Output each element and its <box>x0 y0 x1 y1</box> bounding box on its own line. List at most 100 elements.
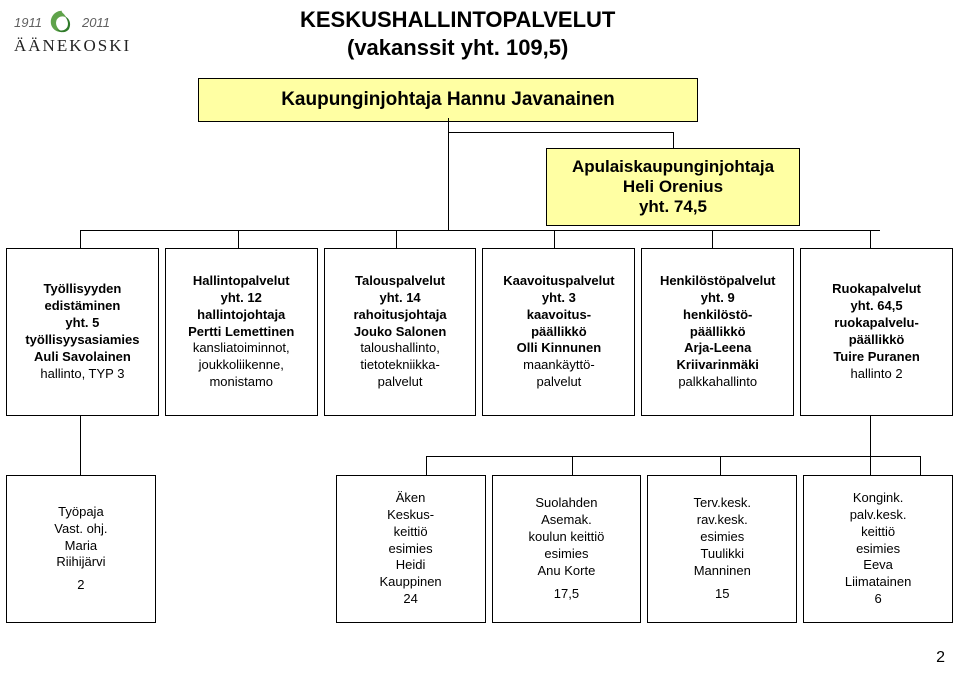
t: monistamo <box>170 374 313 391</box>
connector <box>920 456 921 475</box>
t: Henkilöstöpalvelut <box>660 273 776 288</box>
t: hallinto, TYP 3 <box>11 366 154 383</box>
connector <box>80 230 81 248</box>
department-row: Työllisyyden edistäminen yht. 5 työllisy… <box>6 248 953 416</box>
t: Liimatainen <box>808 574 948 591</box>
t: edistäminen <box>44 298 120 313</box>
year-right: 2011 <box>82 15 110 30</box>
mayor-text: Kaupunginjohtaja Hannu Javanainen <box>281 89 615 110</box>
t: 2 <box>11 577 151 594</box>
dept-finance: Talouspalvelut yht. 14 rahoitusjohtaja J… <box>324 248 477 416</box>
logo-block: 1911 2011 ÄÄNEKOSKI <box>14 8 154 56</box>
dept-employment: Työllisyyden edistäminen yht. 5 työllisy… <box>6 248 159 416</box>
t: Äken <box>341 490 481 507</box>
t: yht. 3 <box>542 290 576 305</box>
t: Pertti Lemettinen <box>188 324 294 339</box>
t: työllisyysasiamies <box>25 332 139 347</box>
dept-planning: Kaavoituspalvelut yht. 3 kaavoitus- pääl… <box>482 248 635 416</box>
t: Riihijärvi <box>11 554 151 571</box>
connector <box>870 456 871 475</box>
connector <box>572 456 573 475</box>
connector <box>448 132 673 133</box>
t: Auli Savolainen <box>34 349 131 364</box>
t: päällikkö <box>531 324 587 339</box>
t: Tuire Puranen <box>833 349 919 364</box>
t: esimies <box>341 541 481 558</box>
t: Keskus- <box>341 507 481 524</box>
dept-admin: Hallintopalvelut yht. 12 hallintojohtaja… <box>165 248 318 416</box>
t: Työllisyyden <box>44 281 122 296</box>
t: yht. 9 <box>701 290 735 305</box>
swirl-icon <box>48 8 76 36</box>
t: keittiö <box>808 524 948 541</box>
t: taloushallinto, <box>329 340 472 357</box>
t: rav.kesk. <box>652 512 792 529</box>
t: Kriivarinmäki <box>677 357 759 372</box>
logo-years: 1911 2011 <box>14 8 154 36</box>
connector <box>870 230 871 248</box>
t: Maria <box>11 538 151 555</box>
t: Eeva <box>808 557 948 574</box>
t: kansliatoiminnot, <box>170 340 313 357</box>
deputy-line2: Heli Orenius <box>551 177 795 197</box>
unit-konginkangas: Kongink. palv.kesk. keittiö esimies Eeva… <box>803 475 953 623</box>
t: henkilöstö- <box>683 307 752 322</box>
dept-hr: Henkilöstöpalvelut yht. 9 henkilöstö- pä… <box>641 248 794 416</box>
connector <box>673 132 674 148</box>
t: esimies <box>808 541 948 558</box>
t: Vast. ohj. <box>11 521 151 538</box>
connector <box>80 456 81 475</box>
t: Asemak. <box>497 512 637 529</box>
t: Arja-Leena <box>684 340 751 355</box>
t: hallintojohtaja <box>197 307 285 322</box>
unit-health-center: Terv.kesk. rav.kesk. esimies Tuulikki Ma… <box>647 475 797 623</box>
connector <box>554 230 555 248</box>
unit-central-kitchen: Äken Keskus- keittiö esimies Heidi Kaupp… <box>336 475 486 623</box>
mayor-box: Kaupunginjohtaja Hannu Javanainen <box>198 78 698 122</box>
t: tietotekniikka- <box>329 357 472 374</box>
t: Tuulikki <box>652 546 792 563</box>
subunit-row: Työpaja Vast. ohj. Maria Riihijärvi 2 Äk… <box>6 475 953 623</box>
t: yht. 14 <box>379 290 420 305</box>
t: rahoitusjohtaja <box>353 307 446 322</box>
t: maankäyttö- <box>487 357 630 374</box>
t: Talouspalvelut <box>355 273 445 288</box>
t: Ruokapalvelut <box>832 281 921 296</box>
connector <box>80 230 880 231</box>
t: päällikkö <box>849 332 905 347</box>
connector <box>80 416 81 456</box>
row2-spacer <box>162 475 330 623</box>
t: Manninen <box>652 563 792 580</box>
t: Anu Korte <box>497 563 637 580</box>
t: 6 <box>808 591 948 608</box>
t: yht. 12 <box>221 290 262 305</box>
t: ruokapalvelu- <box>834 315 919 330</box>
t: 24 <box>341 591 481 608</box>
t: palkkahallinto <box>646 374 789 391</box>
t: päällikkö <box>690 324 746 339</box>
t: kaavoitus- <box>527 307 591 322</box>
t: Heidi <box>341 557 481 574</box>
t: palvelut <box>329 374 472 391</box>
unit-workshop: Työpaja Vast. ohj. Maria Riihijärvi 2 <box>6 475 156 623</box>
connector <box>396 230 397 248</box>
title-line2: (vakanssit yht. 109,5) <box>300 34 615 62</box>
t: koulun keittiö <box>497 529 637 546</box>
connector <box>426 456 920 457</box>
connector <box>238 230 239 248</box>
page-title: KESKUSHALLINTOPALVELUT (vakanssit yht. 1… <box>300 6 615 61</box>
connector <box>426 456 427 475</box>
t: Olli Kinnunen <box>517 340 602 355</box>
t: 15 <box>652 586 792 603</box>
t: Kauppinen <box>341 574 481 591</box>
t: Kongink. <box>808 490 948 507</box>
t: 17,5 <box>497 586 637 603</box>
t: Työpaja <box>11 504 151 521</box>
t: yht. 5 <box>65 315 99 330</box>
deputy-line3: yht. 74,5 <box>551 197 795 217</box>
page-number: 2 <box>936 649 945 667</box>
deputy-mayor-box: Apulaiskaupunginjohtaja Heli Orenius yht… <box>546 148 800 226</box>
dept-food: Ruokapalvelut yht. 64,5 ruokapalvelu- pä… <box>800 248 953 416</box>
connector <box>712 230 713 248</box>
t: Jouko Salonen <box>354 324 446 339</box>
